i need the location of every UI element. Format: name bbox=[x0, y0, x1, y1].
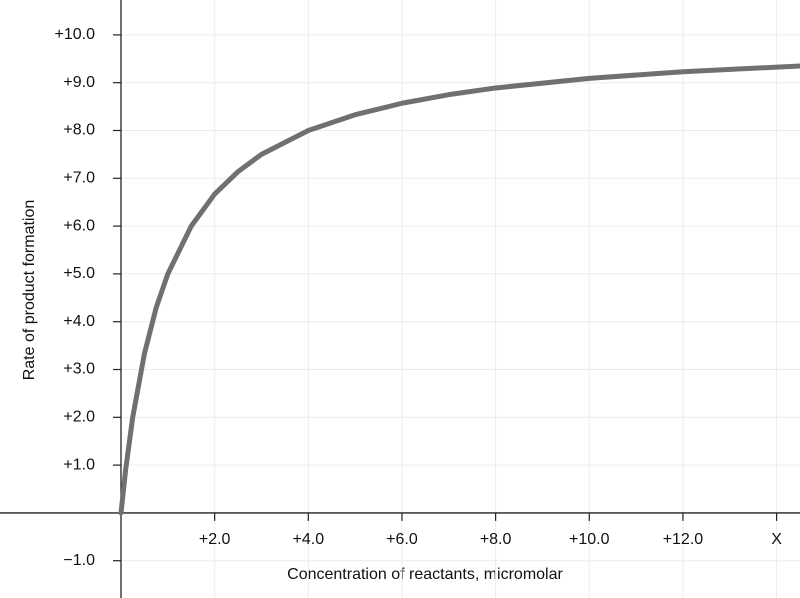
y-tick-label: +3.0 bbox=[63, 361, 95, 378]
x-tick-label: +12.0 bbox=[663, 531, 704, 548]
y-tick-label: +5.0 bbox=[63, 265, 95, 282]
x-tick-label: +6.0 bbox=[386, 531, 418, 548]
y-tick-label: +1.0 bbox=[63, 456, 95, 473]
y-tick-label: +8.0 bbox=[63, 122, 95, 139]
x-axis-label: Concentration of reactants, micromolar bbox=[287, 566, 563, 583]
y-tick-label: +6.0 bbox=[63, 217, 95, 234]
x-tick-label: +8.0 bbox=[480, 531, 512, 548]
y-tick-label: +10.0 bbox=[55, 26, 96, 43]
data-line bbox=[118, 63, 800, 516]
y-tick-label: +4.0 bbox=[63, 313, 95, 330]
x-tick-label: +4.0 bbox=[293, 531, 325, 548]
y-tick-label: +9.0 bbox=[63, 74, 95, 91]
y-tick-label: +7.0 bbox=[63, 170, 95, 187]
x-tick-label: +2.0 bbox=[199, 531, 231, 548]
y-tick-label: +2.0 bbox=[63, 409, 95, 426]
x-tick-label: X bbox=[771, 531, 782, 548]
x-tick-label: +10.0 bbox=[569, 531, 610, 548]
y-tick-label: −1.0 bbox=[63, 552, 95, 569]
y-axis-label: Rate of product formation bbox=[21, 200, 38, 381]
